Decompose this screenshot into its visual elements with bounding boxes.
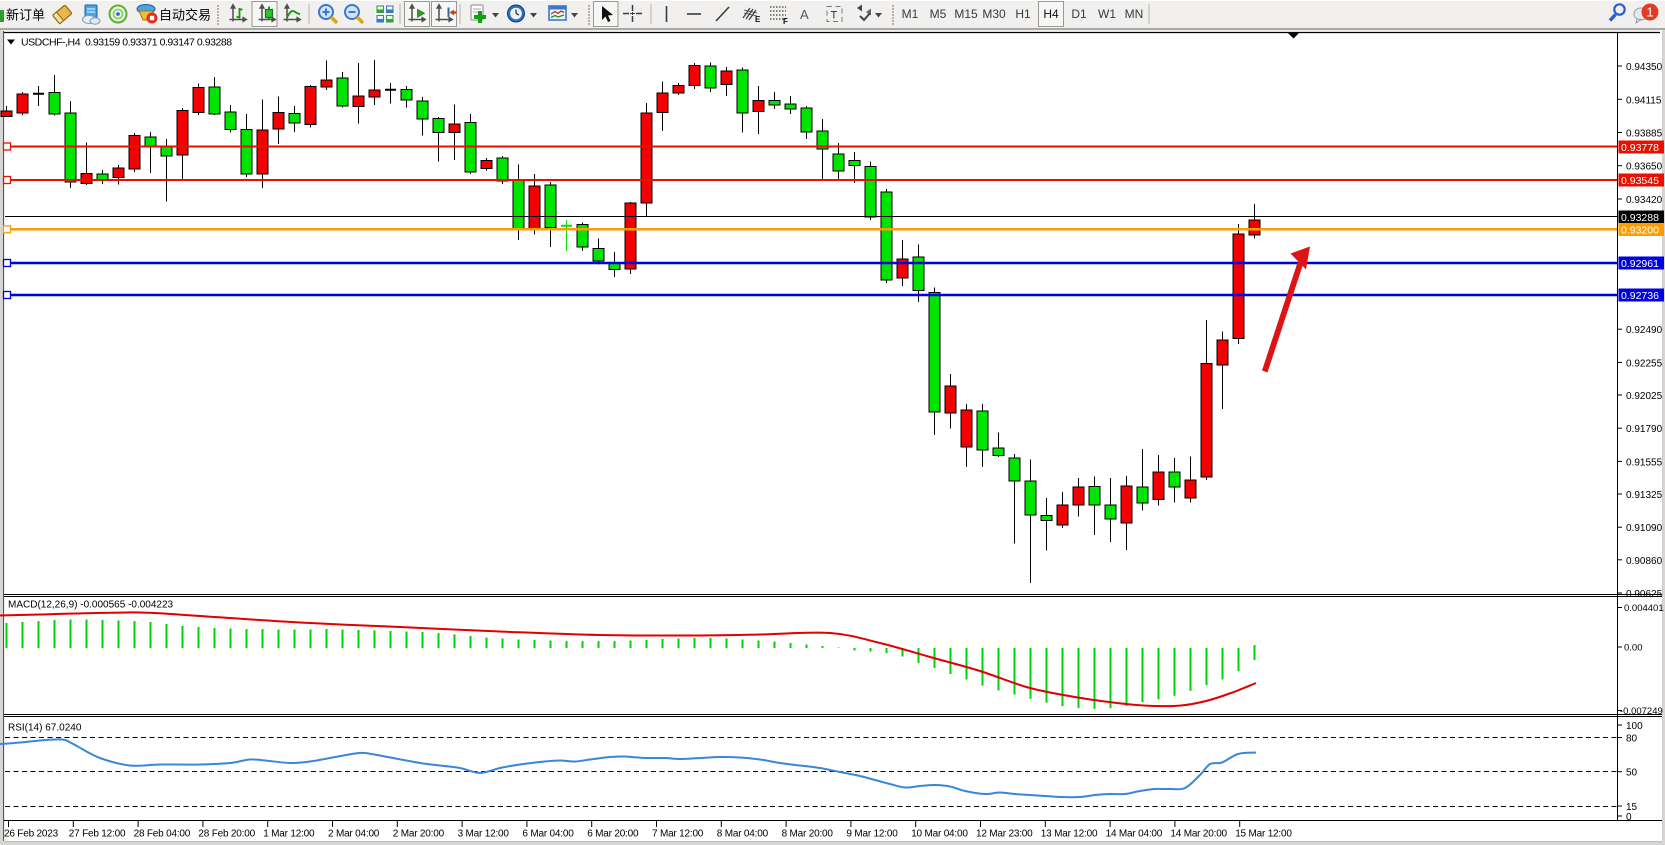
svg-text:0.92736: 0.92736 [1621,290,1659,302]
svg-text:6 Mar 04:00: 6 Mar 04:00 [522,829,574,840]
svg-text:8 Mar 04:00: 8 Mar 04:00 [717,829,769,840]
svg-text:0.93288: 0.93288 [1621,212,1659,224]
svg-text:0.004401: 0.004401 [1624,603,1664,614]
svg-text:T: T [831,10,838,22]
svg-text:0.94350: 0.94350 [1626,62,1663,73]
svg-text:0: 0 [1626,812,1632,823]
svg-text:28 Feb 04:00: 28 Feb 04:00 [134,829,191,840]
svg-text:MACD(12,26,9) -0.000565 -0.004: MACD(12,26,9) -0.000565 -0.004223 [8,600,174,611]
svg-text:H4: H4 [1043,7,1059,21]
svg-text:A: A [800,7,809,22]
svg-text:D1: D1 [1071,7,1087,21]
svg-text:F: F [783,17,788,26]
svg-text:14 Mar 04:00: 14 Mar 04:00 [1106,829,1163,840]
svg-text:26 Feb 2023: 26 Feb 2023 [4,829,59,840]
svg-text:M1: M1 [902,7,919,21]
svg-text:M5: M5 [930,7,947,21]
svg-text:9 Mar 12:00: 9 Mar 12:00 [846,829,898,840]
svg-text:0.92025: 0.92025 [1626,391,1663,402]
svg-text:0.94115: 0.94115 [1626,95,1662,106]
svg-text:13 Mar 12:00: 13 Mar 12:00 [1041,829,1098,840]
svg-text:6 Mar 20:00: 6 Mar 20:00 [587,829,639,840]
svg-text:-0.007249: -0.007249 [1620,706,1663,717]
svg-text:0.93420: 0.93420 [1626,195,1663,206]
svg-text:E: E [755,15,761,24]
svg-text:0.90860: 0.90860 [1626,556,1663,567]
svg-text:0.92961: 0.92961 [1621,258,1659,270]
svg-text:1: 1 [1646,5,1653,20]
svg-text:15: 15 [1626,802,1638,813]
svg-text:0.93545: 0.93545 [1621,175,1659,187]
svg-text:1 Mar 12:00: 1 Mar 12:00 [263,829,315,840]
svg-text:0.90625: 0.90625 [1626,589,1663,600]
svg-text:27 Feb 12:00: 27 Feb 12:00 [69,829,126,840]
svg-text:W1: W1 [1098,7,1116,21]
svg-text:M30: M30 [982,7,1006,21]
svg-text:0.91790: 0.91790 [1626,424,1663,435]
svg-text:0.91555: 0.91555 [1626,457,1663,468]
svg-text:12 Mar 23:00: 12 Mar 23:00 [976,829,1033,840]
svg-text:0.93885: 0.93885 [1626,129,1663,140]
svg-text:7 Mar 12:00: 7 Mar 12:00 [652,829,704,840]
svg-text:0.93650: 0.93650 [1626,162,1663,173]
svg-text:28 Feb 20:00: 28 Feb 20:00 [198,829,255,840]
svg-text:10 Mar 04:00: 10 Mar 04:00 [911,829,968,840]
svg-text:80: 80 [1626,734,1638,745]
svg-text:H1: H1 [1015,7,1031,21]
svg-text:RSI(14) 67.0240: RSI(14) 67.0240 [8,723,82,734]
svg-text:0.91325: 0.91325 [1626,490,1663,501]
svg-text:USDCHF-,H4 0.93159 0.93371 0.: USDCHF-,H4 0.93159 0.93371 0.93147 0.932… [21,36,232,48]
svg-text:自动交易: 自动交易 [159,8,211,23]
svg-text:14 Mar 20:00: 14 Mar 20:00 [1170,829,1227,840]
svg-text:0.93778: 0.93778 [1621,142,1659,154]
svg-text:M15: M15 [954,7,978,21]
svg-text:100: 100 [1626,721,1643,732]
svg-text:15 Mar 12:00: 15 Mar 12:00 [1235,829,1292,840]
svg-text:2 Mar 20:00: 2 Mar 20:00 [393,829,445,840]
svg-text:0.91090: 0.91090 [1626,523,1663,534]
svg-text:2 Mar 04:00: 2 Mar 04:00 [328,829,380,840]
svg-text:0.00: 0.00 [1624,643,1643,654]
svg-text:50: 50 [1626,768,1638,779]
svg-text:8 Mar 20:00: 8 Mar 20:00 [782,829,834,840]
svg-text:0.92490: 0.92490 [1626,325,1663,336]
svg-text:0.92255: 0.92255 [1626,358,1663,369]
svg-text:3 Mar 12:00: 3 Mar 12:00 [458,829,510,840]
svg-text:新订单: 新订单 [6,8,45,23]
svg-text:MN: MN [1125,7,1144,21]
svg-text:0.93200: 0.93200 [1621,224,1659,236]
